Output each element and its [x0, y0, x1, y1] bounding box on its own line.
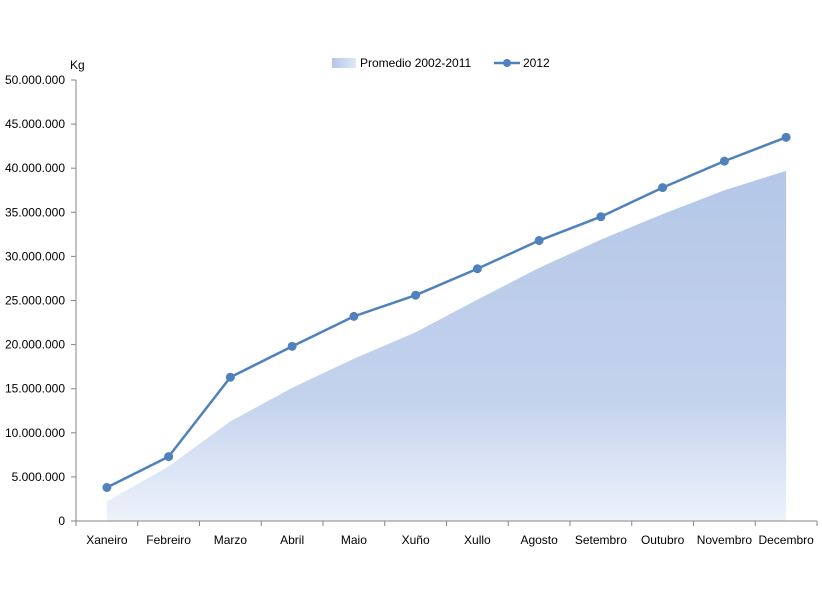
data-point-2012 — [411, 290, 421, 300]
y-tick-label: 50.000.000 — [5, 73, 65, 87]
data-point-2012 — [349, 311, 359, 321]
y-axis-unit: Kg — [70, 58, 85, 72]
y-tick-label: 0 — [58, 514, 65, 528]
axes — [71, 79, 818, 526]
legend-label-average: Promedio 2002-2011 — [360, 56, 472, 70]
y-tick-label: 20.000.000 — [5, 338, 65, 352]
x-tick-label: Xuño — [402, 533, 430, 547]
x-tick-label: Setembro — [575, 533, 627, 547]
data-point-2012 — [225, 372, 235, 382]
y-tick-label: 45.000.000 — [5, 117, 65, 131]
y-tick-label: 40.000.000 — [5, 161, 65, 175]
area-layer — [106, 170, 787, 521]
x-tick-label: Decembro — [758, 533, 814, 547]
legend-swatch-area — [332, 58, 356, 68]
legend-swatch-marker — [503, 59, 511, 67]
area-series-average — [106, 170, 787, 521]
line-layer — [102, 132, 791, 492]
y-tick-label: 35.000.000 — [5, 205, 65, 219]
x-tick-label: Outubro — [641, 533, 685, 547]
data-point-2012 — [781, 132, 791, 142]
y-axis-labels: 0 5.000.000 10.000.000 15.000.000 20.000.000… — [5, 73, 65, 528]
x-axis-labels: Xaneiro Febreiro Marzo Abril Maio Xuño Xullo Ag… — [86, 533, 814, 547]
line-series-2012 — [106, 136, 787, 489]
x-tick-label: Febreiro — [146, 533, 191, 547]
y-tick-label: 5.000.000 — [12, 470, 66, 484]
data-point-2012 — [164, 452, 174, 462]
data-point-2012 — [534, 236, 544, 246]
y-tick-label: 10.000.000 — [5, 426, 65, 440]
legend: Promedio 2002-2011 2012 — [332, 56, 550, 70]
data-point-2012 — [596, 212, 606, 222]
data-point-2012 — [287, 341, 297, 351]
x-tick-label: Xullo — [464, 533, 491, 547]
x-tick-label: Novembro — [697, 533, 753, 547]
x-tick-label: Maio — [341, 533, 367, 547]
y-tick-label: 30.000.000 — [5, 249, 65, 263]
y-tick-label: 15.000.000 — [5, 382, 65, 396]
x-tick-label: Xaneiro — [86, 533, 128, 547]
x-tick-label: Agosto — [520, 533, 558, 547]
data-point-2012 — [472, 264, 482, 274]
data-point-2012 — [719, 156, 729, 166]
x-tick-label: Marzo — [214, 533, 248, 547]
legend-label-2012: 2012 — [523, 56, 550, 70]
y-tick-label: 25.000.000 — [5, 294, 65, 308]
data-point-2012 — [658, 183, 668, 193]
data-point-2012 — [102, 482, 112, 492]
x-tick-label: Abril — [280, 533, 304, 547]
